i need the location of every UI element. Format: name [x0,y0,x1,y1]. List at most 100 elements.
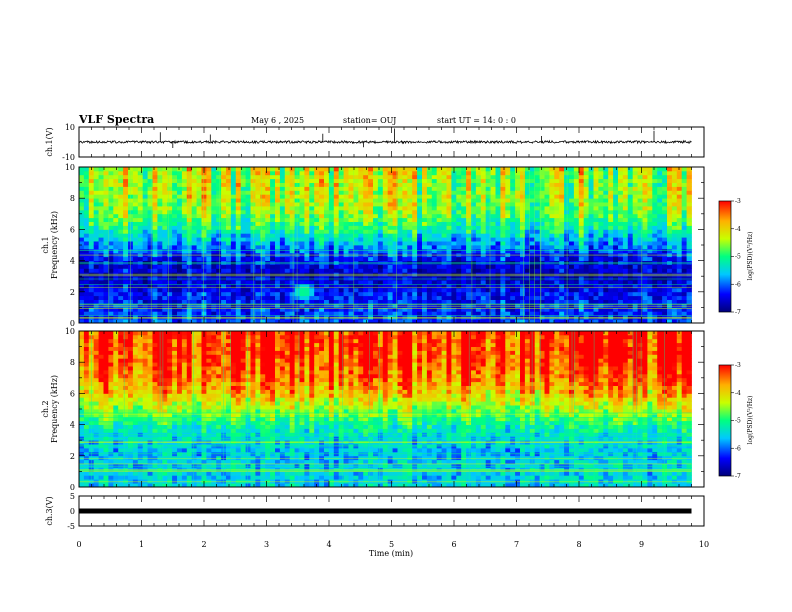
spectrogram-cell [495,311,501,316]
spectrogram-cell [186,178,193,183]
spectrogram-cell [118,178,124,183]
spectrogram-cell [475,248,482,254]
spectrogram-cell [358,256,364,261]
spectrogram-cell [123,307,129,312]
spectrogram-cell [358,167,364,172]
spectrogram-cell [113,190,119,195]
spectrogram-cell [583,178,589,183]
spectrogram-cell [128,167,134,172]
spectrogram-cell [436,206,442,211]
spectrogram-cell [206,319,212,324]
spectrogram-cell [319,213,325,219]
spectrogram-cell [451,303,457,308]
spectrogram-cell [569,256,575,261]
spectrogram-cell [627,284,634,289]
spectrogram-cell [250,225,256,230]
spectrogram-cell [529,264,536,269]
spectrogram-cell [480,284,487,289]
spectrogram-cell [83,206,90,211]
spectrogram-cell [485,233,491,238]
spectrogram-cell [196,307,202,312]
spectrogram-cell [123,225,129,230]
spectrogram-cell [652,178,658,183]
spectrogram-cell [299,245,305,250]
spectrogram-cell [319,194,325,199]
spectrogram-cell [402,209,408,215]
spectrogram-cell [515,178,521,183]
spectrogram-cell [108,221,114,226]
spectrogram-cell [387,295,393,300]
spectrogram-cell [319,319,325,324]
spectrogram-cell [569,245,575,250]
spectrogram-cell [333,248,340,254]
spectrogram-cell [642,307,648,312]
spectrogram-cell [549,291,555,297]
spectrogram-cell [260,295,266,300]
spectrogram-cell [343,287,349,293]
spectrogram-cell [407,213,413,219]
spectrogram-cell [221,256,227,261]
spectrogram-cell [123,221,129,226]
spectrogram-cell [573,311,580,316]
spectrogram-cell [471,287,477,293]
spectrogram-cell [221,182,227,187]
spectrogram-cell [431,299,438,304]
spectrogram-cell [167,178,173,183]
spectrogram-cell [270,229,276,234]
spectrogram-cell [667,311,673,316]
spectrogram-cell [461,299,467,304]
spectrogram-cell [363,287,369,293]
spectrogram-cell [534,190,540,195]
spectrogram-cell [226,178,232,183]
spectrogram-cell [93,241,99,246]
spectrogram-cell [426,241,433,246]
spectrogram-cell [142,186,148,191]
spectrogram-cell [573,182,580,187]
spectrogram-cell [333,167,340,172]
spectrogram-cell [652,174,658,180]
spectrogram-cell [524,245,531,250]
spectrogram-cell [520,280,526,285]
spectrogram-cell [289,170,295,176]
spectrogram-cell [211,303,217,308]
spectrogram-cell [83,167,90,172]
spectrogram-cell [426,268,433,273]
spectrogram-cell [436,170,442,176]
spectrogram-cell [128,248,134,254]
spectrogram-cell [544,170,550,176]
spectrogram-cell [569,319,575,324]
spectrogram-cell [485,241,491,246]
spectrogram-cell [314,299,320,304]
spectrogram-cell [181,276,188,281]
spectrogram-cell [93,186,99,191]
spectrogram-cell [510,299,516,304]
spectrogram-cell [196,303,202,308]
spectrogram-cell [480,229,487,234]
spectrogram-cell [471,307,477,312]
spectrogram-cell [309,233,315,238]
spectrogram-cell [422,190,428,195]
spectrogram-cell [564,237,570,242]
spectrogram-cell [544,245,550,250]
spectrogram-cell [93,307,99,312]
spectrogram-cell [270,237,276,242]
spectrogram-cell [662,209,668,215]
spectrogram-cell [128,206,134,211]
spectrogram-cell [314,248,320,254]
spectrogram-cell [456,245,462,250]
spectrogram-cell [632,190,638,195]
spectrogram-cell [588,303,594,308]
spectrogram-cell [314,291,320,297]
spectrogram-cell [132,217,139,222]
spectrogram-cell [348,182,354,187]
spectrogram-cell [466,225,472,230]
spectrogram-cell [201,280,207,285]
spectrogram-cell [569,237,575,242]
spectrogram-cell [299,307,305,312]
spectrogram-cell [397,213,403,219]
spectrogram-cell [343,213,349,219]
spectrogram-cell [505,182,511,187]
spectrogram-cell [417,170,423,176]
spectrogram-cell [186,276,193,281]
spectrogram-cell [407,233,413,238]
